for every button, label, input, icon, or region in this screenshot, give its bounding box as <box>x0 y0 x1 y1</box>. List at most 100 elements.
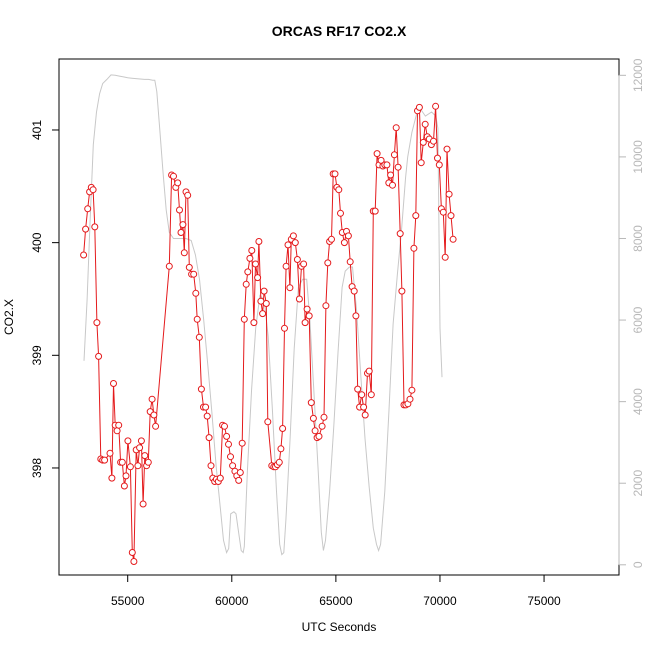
x-tick-label: 60000 <box>215 594 249 608</box>
co2-data-point <box>358 391 366 399</box>
y2-tick-label: 2000 <box>631 470 645 497</box>
co2-data-point <box>406 395 414 403</box>
co2-data-point <box>229 462 237 470</box>
y2-tick-label: 4000 <box>631 388 645 415</box>
co2-data-point <box>170 172 177 180</box>
co2-data-point <box>179 221 187 229</box>
y-tick-label: 399 <box>30 345 44 365</box>
co2-data-point <box>398 287 406 295</box>
co2-data-point <box>286 284 294 292</box>
co2-data-point <box>373 150 381 158</box>
co2-data-point <box>337 209 344 217</box>
co2-data-point <box>419 138 427 146</box>
co2-data-point <box>242 280 250 288</box>
co2-data-point <box>89 186 97 194</box>
co2-data-point <box>120 482 128 490</box>
co2-data-point <box>439 208 447 216</box>
co2-data-point <box>203 412 211 420</box>
co2-data-point <box>134 462 142 470</box>
co2-data-point <box>365 367 373 375</box>
co2-data-point <box>445 190 453 198</box>
y-axis: 398 399 400 401 <box>30 120 60 478</box>
y2-tick-label: 10000 <box>631 140 645 174</box>
co2-data-point <box>177 229 185 236</box>
co2-data-point <box>128 549 136 556</box>
co2-data-point <box>318 422 326 430</box>
co2-data-point <box>307 399 315 407</box>
co2-data-point <box>430 137 437 145</box>
co2-data-point <box>148 395 156 403</box>
co2-data-point <box>124 437 132 445</box>
co2-data-point <box>190 270 198 278</box>
co2-data-point <box>300 260 308 268</box>
co2-data-point <box>101 456 109 464</box>
co2-data-point <box>328 235 335 243</box>
co2-data-point <box>434 154 441 162</box>
co2-data-point <box>361 411 369 419</box>
co2-data-point <box>352 312 360 320</box>
co2-data-point <box>238 439 246 447</box>
co2-data-point <box>396 230 404 238</box>
co2-data-point <box>354 385 362 393</box>
y-tick-label: 400 <box>30 232 44 252</box>
co2-data-point <box>441 253 449 261</box>
co2-data-point <box>259 310 267 318</box>
co2-data-point <box>367 391 375 399</box>
co2-data-point <box>447 212 455 220</box>
co2-data-point <box>180 249 188 257</box>
y-tick-label: 398 <box>30 458 44 478</box>
co2-data-point <box>387 171 395 179</box>
co2-data-point <box>260 287 268 295</box>
co2-data-point <box>254 274 262 282</box>
co2-data-point <box>192 289 200 297</box>
co2-data-point <box>435 161 443 169</box>
co2-data-point <box>108 474 116 482</box>
co2-data-point <box>262 300 270 307</box>
co2-data-point <box>216 474 224 482</box>
co2-data-point <box>309 414 317 422</box>
co2-data-point <box>277 445 285 453</box>
co2-data-point <box>84 205 92 213</box>
co2-data-point <box>291 239 299 247</box>
co2-data-point <box>110 380 117 387</box>
co2-data-point <box>295 295 303 303</box>
co2-data-point <box>223 432 231 440</box>
co2-data-point <box>279 425 287 432</box>
co2-data-point <box>136 444 144 452</box>
co2-data-point <box>141 452 149 460</box>
co2-data-point <box>174 179 182 187</box>
co2-data-point <box>315 432 323 440</box>
co2-data-point <box>324 259 332 267</box>
co2-data-point <box>449 235 457 243</box>
co2-data-point <box>350 287 358 295</box>
co2-data-point <box>344 232 352 240</box>
co2-data-point <box>252 260 259 268</box>
co2-data-point <box>371 207 379 215</box>
plot-area <box>80 74 457 565</box>
co2-data-point <box>185 263 193 271</box>
co2-data-point <box>235 476 243 484</box>
co2-data-point <box>282 262 290 270</box>
co2-data-point <box>340 239 348 247</box>
co2-data-point <box>320 413 328 421</box>
co2-data-point <box>118 458 126 466</box>
co2-data-point <box>289 232 297 240</box>
co2-data-point <box>236 469 244 476</box>
co2-data-point <box>150 411 158 419</box>
x-tick-label: 65000 <box>319 594 353 608</box>
y2-tick-label: 12000 <box>631 58 645 92</box>
co2-data-point <box>322 302 330 310</box>
y2-axis-altitude: 0 2000 4000 6000 8000 10000 12000 <box>618 58 645 568</box>
co2-data-point <box>113 427 121 435</box>
co2-data-point <box>293 256 301 263</box>
co2-data-point <box>139 500 147 508</box>
co2-data-point <box>244 268 252 276</box>
co2-data-point <box>221 422 228 430</box>
co2-data-point <box>281 324 288 332</box>
co2-data-point <box>305 312 313 320</box>
co2-data-point <box>122 472 130 480</box>
y2-tick-label: 8000 <box>631 225 645 252</box>
x-tick-label: 55000 <box>111 594 145 608</box>
co2-data-point <box>360 403 368 411</box>
co2-data-point <box>408 386 416 394</box>
